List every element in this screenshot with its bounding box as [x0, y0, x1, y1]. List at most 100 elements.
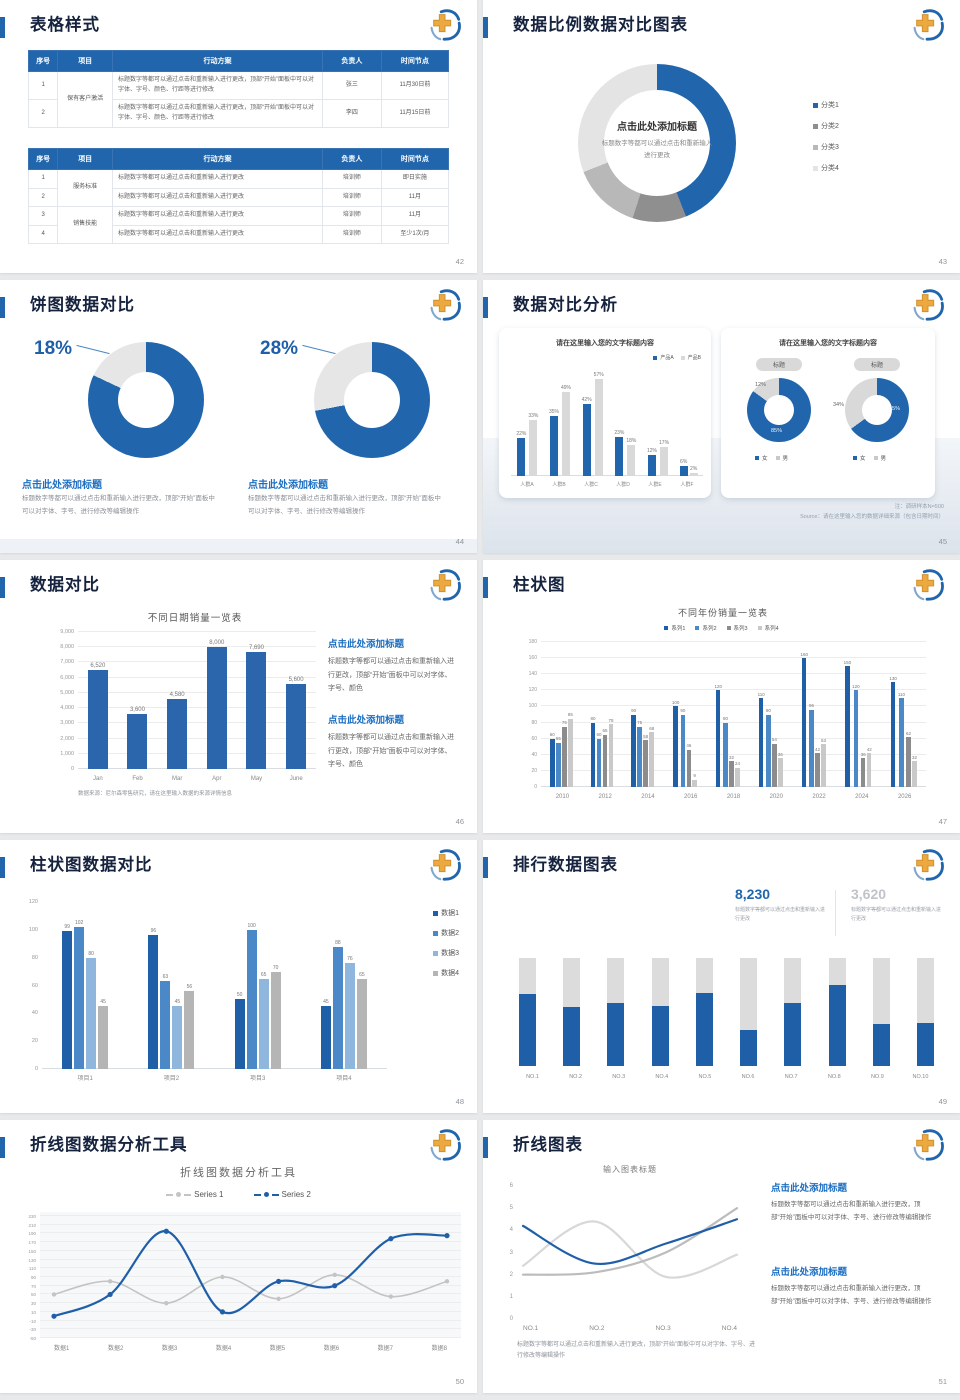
x-labels: 2010 2012 2014 2016 2018 2020 2022 2024 2026 [541, 787, 926, 800]
bar-value-label: 42 [815, 746, 821, 752]
baseline [42, 1068, 387, 1069]
slide-47-bar-chart[interactable]: 柱状图 不同年份销量一览表 系列1 系列2 系列3 系列4 0 20 40 60 80 100 1… [483, 560, 960, 833]
table-cell: 11月15日前 [380, 99, 450, 129]
x-labels: 项目1 项目2 项目3 项目4 [42, 1069, 387, 1082]
bar-group: 50 100 65 70 [234, 902, 281, 1069]
title-accent-bar [0, 857, 5, 878]
x-label: 数据3 [161, 1346, 178, 1352]
chart-title: 折线图数据分析工具 [180, 1167, 297, 1179]
bar-segment-gray [607, 958, 625, 1004]
chart-legend: 女男 [755, 454, 788, 462]
legend-swatch [695, 626, 700, 630]
bar [148, 935, 159, 1069]
table-cell: 11月 [380, 187, 450, 208]
legend-item: 分类1 [813, 100, 839, 110]
bar-value-label: 53 [821, 737, 827, 743]
legend-item: 数据2 [433, 928, 459, 938]
slide-43-donut-ratio[interactable]: 数据比例数据对比图表 点击此处添加标题 标题数字等都可以通过点击和重新输入进行更… [483, 0, 960, 273]
grid-line [541, 705, 926, 707]
slide-51-line-chart[interactable]: 折线图表 输入图表标题 0 1 2 3 4 5 6 NO.1 NO.2 NO.3 NO.4 标题数字… [483, 1120, 960, 1393]
table-cell: 标题数字等都可以通过点击和重新输入进行更改 [111, 187, 324, 208]
x-label: 数据6 [323, 1346, 340, 1352]
grid-line [78, 707, 316, 709]
x-labels: 人群A 人群B 人群C 人群D 人群E 人群F [511, 476, 703, 488]
x-label: NO.3 [655, 1325, 671, 1332]
legend-swatch [853, 456, 857, 460]
bar-value-label: 9 [693, 773, 696, 779]
legend-swatch [653, 355, 658, 360]
table-cell: 4 [27, 224, 59, 245]
x-label: 2020 [769, 794, 783, 800]
bars-row: 60 55 75 85 80 60 65 78 90 75 58 68 100 90 46 9 120 80 32 2… [541, 642, 926, 787]
slide-42-table-styles[interactable]: 表格样式 序号 项目 行动方案 负责人 时间节点 1 保有客户激活 标题数字等都可以通过点击和… [0, 0, 477, 273]
legend-row: Series 1 Series 2 [0, 1190, 477, 1199]
bar [643, 740, 648, 787]
bar-chart: 0 1,000 2,000 3,000 4,000 5,000 6,000 7,000 8,00… [60, 629, 316, 782]
slide-44-pie-compare[interactable]: 饼图数据对比 18% 点击此处添加标题 标题数字等都可以通过点击和重新输入进行更… [0, 280, 477, 553]
legend-swatch [813, 144, 818, 150]
bar-wrap: 45 [172, 902, 183, 1069]
bar-value-label: 17% [659, 439, 670, 446]
bar-wrap: 63 [160, 902, 171, 1069]
table-header-cell: 项目 [57, 50, 113, 72]
table-cell: 标题数字等都可以通过点击和重新输入进行更改，顶部“开始”面板中可以对字体、字号、… [111, 70, 324, 101]
chart-legend: 分类1 分类2 分类3 分类4 [813, 100, 839, 173]
legend-row: 系列1 系列2 系列3 系列4 [483, 624, 960, 632]
line-chart-svg [51, 1228, 450, 1319]
y-tick-label: -50 [29, 1336, 36, 1341]
legend-item: 女 [853, 454, 866, 462]
grid-line [541, 737, 926, 739]
bar-value-label: 100 [671, 699, 680, 705]
block-heading: 点击此处添加标题 [248, 480, 328, 491]
slide-48-bar-compare[interactable]: 柱状图数据对比 0 20 40 60 80 100 120 99 102 80 45 96 63 45 56… [0, 840, 477, 1113]
bar-value-label: 100 [247, 922, 256, 929]
y-tick-label: 0 [70, 766, 74, 772]
bar [568, 718, 573, 787]
bar-segment-gray [651, 958, 669, 1006]
grid-line [78, 661, 316, 663]
bar [686, 749, 692, 787]
title-accent-bar [0, 1137, 5, 1158]
x-label: 2026 [897, 794, 912, 800]
bar-value-label: 85 [567, 712, 573, 718]
bar-value-label: 57% [593, 371, 604, 378]
table-cell: 1 [27, 70, 59, 101]
slide-49-ranking-chart[interactable]: 排行数据图表 8,230 标题数字等都可以通过点击和重新输入进行更改 3,620… [483, 840, 960, 1113]
bar-wrap: 42 [867, 642, 872, 787]
slide-50-line-analysis[interactable]: 折线图数据分析工具 折线图数据分析工具 Series 1 Series 2 230… [0, 1120, 477, 1393]
medical-cross-logo [428, 288, 462, 322]
bar-value-label: 62 [906, 730, 912, 736]
bar [735, 767, 740, 787]
legend-label: 男 [782, 456, 789, 462]
x-label: Apr [212, 776, 222, 782]
bar-value-label: 49% [561, 385, 572, 392]
bar-value-label: 22% [516, 431, 527, 438]
x-label: June [289, 776, 303, 782]
table-cell: 即日实施 [380, 169, 450, 189]
chart-caption: 标题数字等都可以通过点击和重新输入进行更改，顶部“开始”面板中可以对字体、字号、… [517, 1342, 755, 1360]
medical-cross-logo [428, 568, 462, 602]
bar [637, 726, 642, 787]
x-label: 2012 [598, 794, 612, 800]
bar [673, 706, 678, 787]
y-tick-label: 100 [528, 703, 537, 710]
slide-45-data-analysis[interactable]: 数据对比分析 请在这里输入您的文字标题内容 产品A 产品B 22% 33% 35% 49… [483, 280, 960, 553]
grouped-bar-chart: 22% 33% 35% 49% 42% 57% 23% 18% 12% 17% 6% 2% 人群A 人群B… [511, 370, 703, 488]
donut-chart [578, 64, 736, 222]
bar-wrap: 42% [582, 370, 592, 476]
x-label: 2022 [812, 794, 826, 800]
x-label: NO.3 [612, 1074, 626, 1080]
bar-wrap: 49% [561, 370, 571, 476]
donut-chart [747, 378, 811, 442]
bar-group: 120 80 32 24 [714, 642, 740, 787]
y-tick-label: 5 [509, 1205, 513, 1212]
stacked-bar-chart: NO.1 NO.2 NO.3 NO.4 NO.5 NO.6 NO.7 NO.8 NO.9 NO.1… [519, 958, 934, 1080]
bar-wrap: 36 [778, 642, 783, 787]
y-tick-label: 230 [28, 1214, 36, 1219]
y-tick-label: 10 [30, 1309, 36, 1315]
grid-line [40, 1258, 461, 1260]
x-label: Mar [172, 776, 183, 782]
bar-wrap: 85 [568, 642, 573, 787]
legend-line [166, 1193, 174, 1196]
slide-46-data-compare[interactable]: 数据对比 不同日期销量一览表 0 1,000 2,000 3,000 4,000 5,00… [0, 560, 477, 833]
